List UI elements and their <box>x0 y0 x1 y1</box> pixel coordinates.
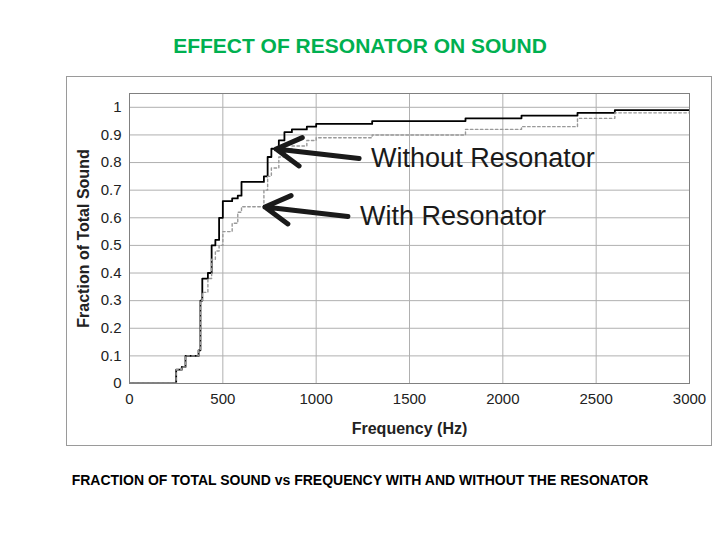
svg-text:Without Resonator: Without Resonator <box>371 143 595 173</box>
svg-text:0.2: 0.2 <box>101 319 122 336</box>
svg-text:1500: 1500 <box>393 390 426 407</box>
svg-text:1: 1 <box>113 98 121 115</box>
html-text:EFFECT OF RESONATOR ON SOUND: EFFECT OF RESONATOR ON SOUND <box>173 34 547 57</box>
svg-text:0.5: 0.5 <box>101 236 122 253</box>
svg-text:0.4: 0.4 <box>101 264 122 281</box>
svg-text:3000: 3000 <box>673 390 706 407</box>
svg-text:1000: 1000 <box>299 390 332 407</box>
svg-text:0.3: 0.3 <box>101 291 122 308</box>
html-text:FRACTION OF TOTAL SOUND vs FRE: FRACTION OF TOTAL SOUND vs FREQUENCY WIT… <box>71 472 649 488</box>
svg-text:0.6: 0.6 <box>101 209 122 226</box>
svg-text:With Resonator: With Resonator <box>360 201 546 231</box>
svg-text:0.9: 0.9 <box>101 126 122 143</box>
svg-text:Fraction of Total Sound: Fraction of Total Sound <box>75 149 92 327</box>
svg-text:0.7: 0.7 <box>101 181 122 198</box>
svg-text:2000: 2000 <box>486 390 519 407</box>
svg-text:500: 500 <box>210 390 235 407</box>
svg-text:0: 0 <box>125 390 133 407</box>
svg-text:0.8: 0.8 <box>101 153 122 170</box>
svg-text:0: 0 <box>113 374 121 391</box>
svg-text:Frequency (Hz): Frequency (Hz) <box>352 420 468 437</box>
svg-text:2500: 2500 <box>579 390 612 407</box>
svg-text:0.1: 0.1 <box>101 347 122 364</box>
